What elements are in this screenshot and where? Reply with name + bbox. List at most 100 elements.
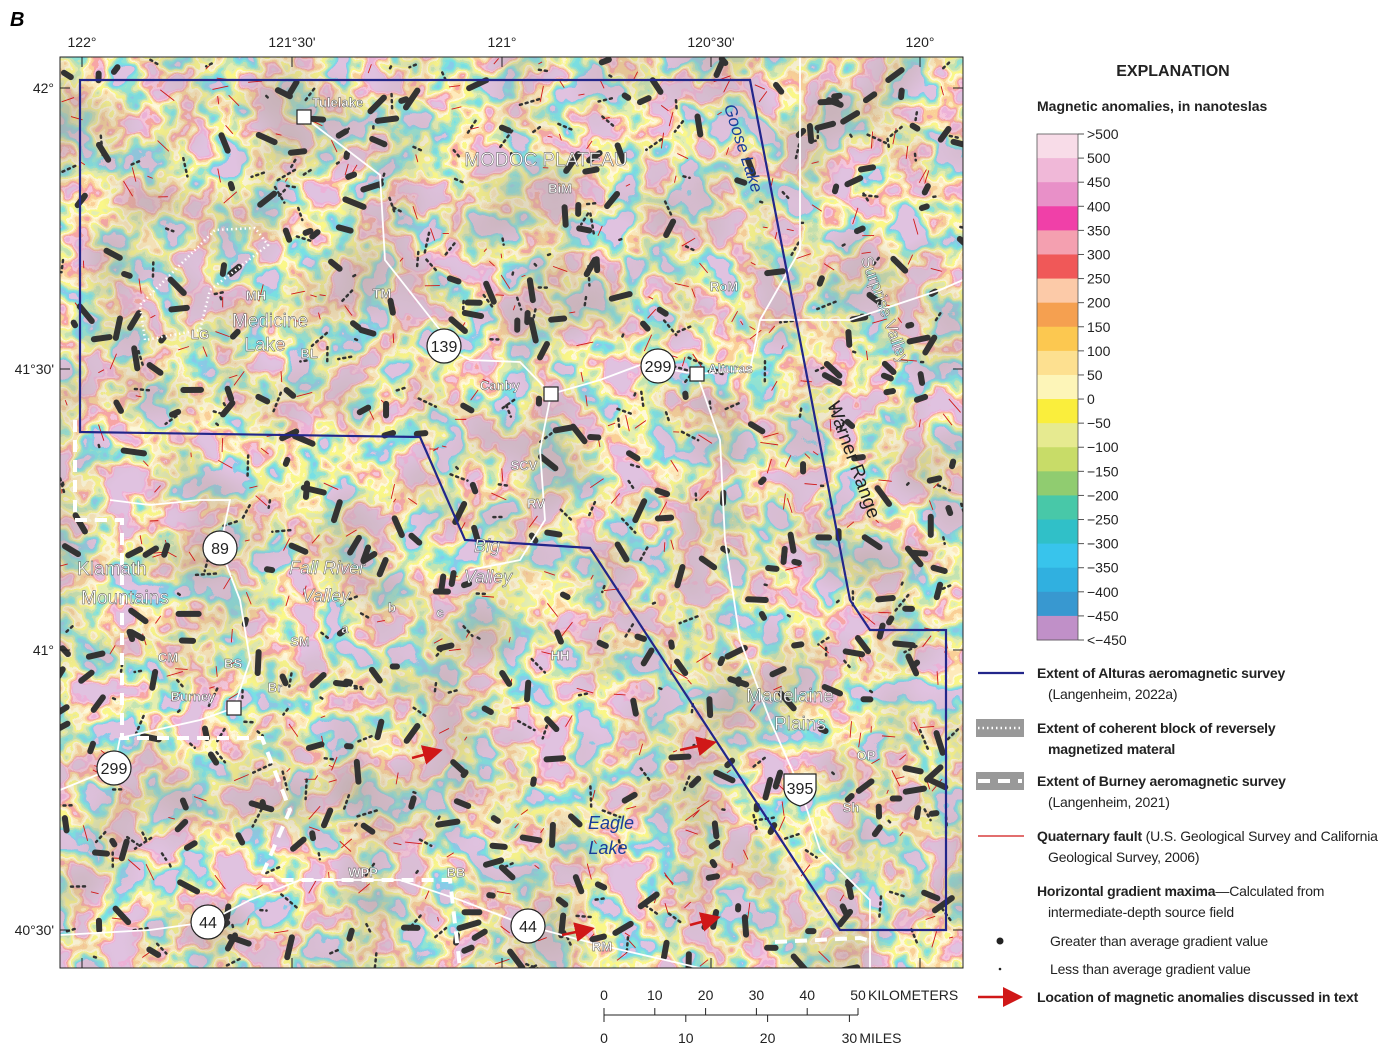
gradient-maximum <box>552 825 553 845</box>
gradient-maximum <box>339 227 351 230</box>
gradient-maximum <box>658 518 671 519</box>
gradient-maximum <box>152 672 155 688</box>
gradient-maximum <box>712 843 718 847</box>
gradient-maximum <box>913 126 918 129</box>
place-label: RM <box>592 939 612 954</box>
colorbar-swatch <box>1037 279 1078 304</box>
gradient-maximum <box>336 683 346 684</box>
gradient-maximum <box>884 376 891 379</box>
gradient-maximum <box>452 573 454 584</box>
colorbar-swatch <box>1037 447 1078 472</box>
gradient-maximum <box>584 297 586 307</box>
gradient-maximum <box>309 744 322 748</box>
legend-title: EXPLANATION <box>1116 63 1229 80</box>
gradient-maximum <box>722 59 726 63</box>
route-number: 299 <box>645 359 672 376</box>
colorbar-label: −350 <box>1087 560 1119 576</box>
gradient-maximum <box>577 916 591 917</box>
scale-label: 30 <box>749 987 765 1003</box>
gradient-maximum <box>794 644 801 645</box>
colorbar-swatch <box>1037 230 1078 255</box>
gradient-maximum <box>464 948 471 951</box>
gradient-maximum <box>776 85 781 92</box>
place-label: Alturas <box>708 361 753 376</box>
place-label: CM <box>158 650 178 665</box>
scale-label: 10 <box>678 1030 694 1046</box>
gradient-maximum <box>861 167 873 169</box>
gradient-maximum <box>737 180 744 182</box>
legend-label: Less than average gradient value <box>1050 961 1251 977</box>
gradient-maximum <box>360 408 368 413</box>
scale-label: 50 <box>850 987 866 1003</box>
gradient-maximum <box>547 758 564 759</box>
gradient-maximum <box>231 184 232 188</box>
gradient-maximum <box>89 654 103 657</box>
legend-label: Extent of coherent block of reversely ma… <box>1037 720 1275 757</box>
gradient-maximum <box>378 722 382 737</box>
gradient-maximum <box>60 724 68 728</box>
place-label: OP <box>857 748 876 763</box>
gradient-maximum <box>134 348 137 368</box>
gradient-maximum <box>952 462 953 466</box>
gradient-maximum <box>565 207 566 225</box>
colorbar-label: −50 <box>1087 415 1111 431</box>
gradient-maximum <box>530 280 533 300</box>
colorbar-swatch <box>1037 303 1078 328</box>
page: B TulelakeMODOC PLATEAUBiMGoose LakeSurp… <box>0 0 1384 1049</box>
place-label: BS <box>224 656 242 671</box>
gradient-maximum <box>767 271 783 273</box>
colorbar-label: −400 <box>1087 584 1119 600</box>
gradient-maximum <box>95 853 107 854</box>
gradient-maximum <box>848 882 851 897</box>
gradient-maximum <box>698 116 701 134</box>
place-label: LG <box>191 327 209 342</box>
gradient-maximum <box>116 319 120 338</box>
gradient-maximum <box>90 744 93 751</box>
gradient-maximum <box>112 841 114 844</box>
gradient-maximum <box>547 533 559 535</box>
gradient-maximum <box>556 427 572 430</box>
gradient-maximum <box>704 923 707 928</box>
gradient-maximum <box>463 406 471 411</box>
gradient-maximum <box>875 827 880 834</box>
place-label: Big <box>474 536 500 556</box>
town <box>690 367 704 381</box>
colorbar-label: −150 <box>1087 463 1119 479</box>
gradient-maximum <box>411 798 413 806</box>
gradient-maximum <box>709 876 717 878</box>
scale-label: 20 <box>698 987 714 1003</box>
gradient-maximum <box>135 389 150 390</box>
colorbar-label: >500 <box>1087 126 1119 142</box>
scale-unit: MILES <box>859 1030 901 1046</box>
gradient-maximum <box>473 485 475 491</box>
colorbar-swatch <box>1037 134 1078 159</box>
gradient-maximum <box>590 437 598 438</box>
place-label: HH <box>551 648 570 663</box>
gradient-maximum <box>306 231 311 233</box>
colorbar-swatch <box>1037 544 1078 569</box>
gradient-maximum <box>339 131 346 135</box>
scale-unit: KILOMETERS <box>868 987 958 1003</box>
colorbar-label: −200 <box>1087 487 1119 503</box>
place-label: c <box>436 605 443 620</box>
gradient-maximum <box>835 187 836 192</box>
gradient-maximum <box>598 884 604 887</box>
colorbar-swatch <box>1037 423 1078 448</box>
gradient-maximum <box>715 823 717 836</box>
gradient-maximum <box>768 568 776 569</box>
gradient-maximum <box>660 310 666 314</box>
gradient-maximum <box>551 319 564 320</box>
gradient-maximum <box>652 603 655 604</box>
gradient-maximum <box>401 99 406 101</box>
place-label: TM <box>373 286 392 301</box>
colorbar-label: 350 <box>1087 222 1111 238</box>
gradient-maximum <box>312 833 313 838</box>
gradient-maximum <box>258 397 267 401</box>
gradient-maximum <box>834 96 839 97</box>
gradient-maximum <box>659 688 662 689</box>
place-label: Br <box>268 680 282 695</box>
gradient-maximum <box>313 119 324 120</box>
colorbar-label: <−450 <box>1087 632 1127 648</box>
gradient-maximum <box>238 835 242 842</box>
town <box>544 387 558 401</box>
